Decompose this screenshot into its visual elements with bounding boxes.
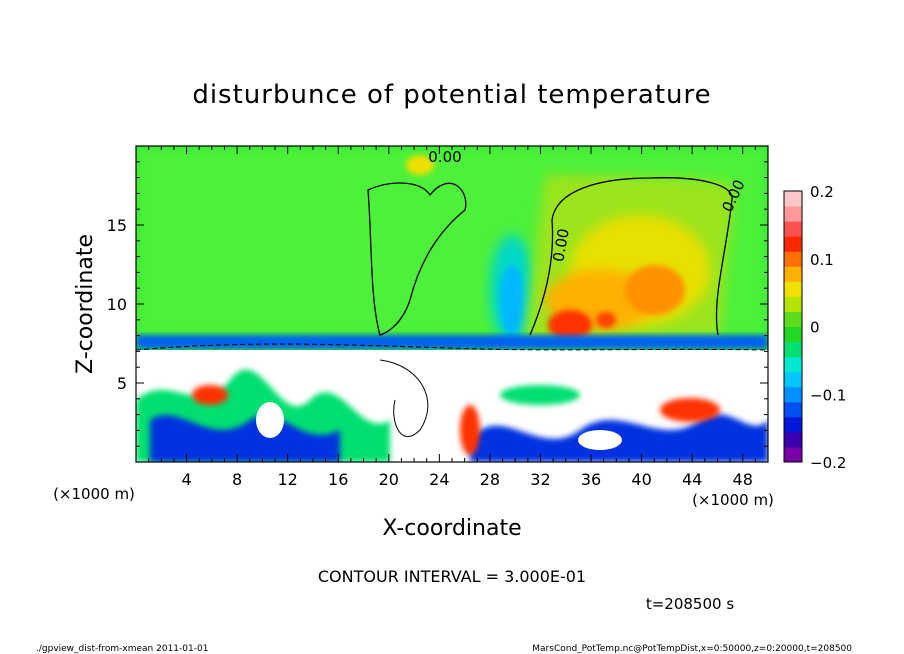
x-tick-label: 36 <box>581 470 601 489</box>
colorbar-tick-labels: 0.2 0.1 0 −0.1 −0.2 <box>810 183 846 472</box>
x-tick-label: 28 <box>480 470 500 489</box>
colorbar-tick-label: −0.2 <box>810 454 846 472</box>
colorbar-swatch <box>784 266 802 282</box>
footer-left: ./gpview_dist-from-xmean 2011-01-01 <box>36 644 208 654</box>
colorbar-swatch <box>784 311 802 327</box>
colorbar <box>783 190 803 463</box>
colorbar-swatch <box>784 326 802 343</box>
y-tick-label: 10 <box>107 295 127 314</box>
colorbar-tick-label: −0.1 <box>810 386 846 404</box>
colorbar-tick-label: 0.2 <box>810 183 834 201</box>
colorbar-swatch <box>784 386 802 403</box>
x-tick-label: 20 <box>379 470 399 489</box>
time-text: t=208500 s <box>646 595 734 613</box>
x-tick-label: 44 <box>682 470 702 489</box>
x-unit-label-right: (×1000 m) <box>692 491 774 509</box>
colorbar-swatch <box>784 431 802 448</box>
colorbar-tick-label: 0 <box>810 319 820 337</box>
colorbar-swatch <box>784 356 802 373</box>
colorbar-swatch <box>784 191 802 207</box>
colorbar-swatch <box>784 446 802 463</box>
colorbar-swatch <box>784 221 802 237</box>
y-axis-title: Z-coordinate <box>73 234 98 374</box>
x-tick-label: 16 <box>328 470 348 489</box>
colorbar-swatch <box>784 281 802 297</box>
x-unit-label-left: (×1000 m) <box>53 485 135 503</box>
x-tick-label: 24 <box>429 470 449 489</box>
colorbar-swatch <box>784 416 802 433</box>
colorbar-swatch <box>784 296 802 312</box>
heatmap-field <box>136 146 768 462</box>
x-tick-label: 8 <box>232 470 242 489</box>
contour-label-middle: 0.00 <box>549 227 573 263</box>
x-tick-label: 12 <box>278 470 298 489</box>
colorbar-frame <box>783 190 803 463</box>
y-tick-label: 5 <box>117 374 127 393</box>
chart-title: disturbunce of potential temperature <box>192 80 711 110</box>
contour-interval-text: CONTOUR INTERVAL = 3.000E-01 <box>318 567 586 586</box>
colorbar-swatch <box>784 401 802 418</box>
colorbar-swatch <box>784 236 802 252</box>
contour-label-top: 0.00 <box>428 148 461 166</box>
x-tick-label: 40 <box>631 470 651 489</box>
colorbar-swatch <box>784 206 802 222</box>
colorbar-swatch <box>784 341 802 358</box>
colorbar-swatch <box>784 251 802 267</box>
y-tick-label: 15 <box>107 216 127 235</box>
colorbar-swatch <box>784 371 802 388</box>
axis-ticks <box>136 146 768 462</box>
x-tick-label: 48 <box>733 470 753 489</box>
colorbar-tick-label: 0.1 <box>810 251 834 269</box>
x-tick-label: 4 <box>181 470 191 489</box>
x-tick-label: 32 <box>530 470 550 489</box>
x-axis-title: X-coordinate <box>382 516 521 541</box>
footer-right: MarsCond_PotTemp.nc@PotTempDist,x=0:5000… <box>532 644 852 654</box>
